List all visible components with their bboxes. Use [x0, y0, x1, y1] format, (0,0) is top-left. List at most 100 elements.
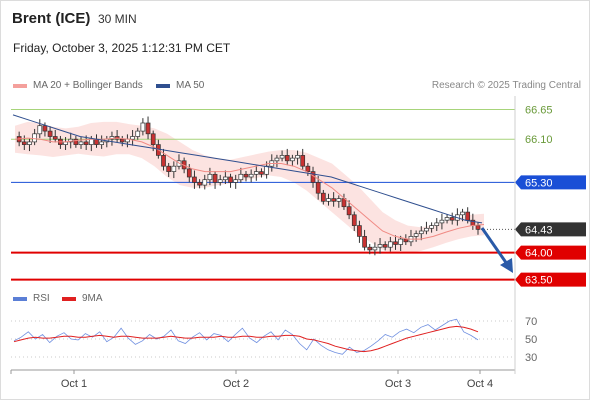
candle-body	[388, 241, 393, 248]
candle-body	[207, 173, 213, 181]
candle-body	[83, 141, 89, 145]
pivot-level-tag	[515, 175, 586, 190]
chart-datetime: Friday, October 3, 2025 1:12:31 PM CET	[13, 41, 231, 55]
candle-body	[130, 136, 135, 140]
candle-body	[27, 141, 32, 145]
candle-body	[382, 244, 388, 248]
legend-item-9ma: 9MA	[62, 293, 103, 304]
candle-body	[398, 238, 404, 245]
candle-body	[331, 198, 336, 202]
candle-body	[377, 244, 383, 248]
candle-body	[439, 219, 445, 224]
candle-body	[444, 217, 450, 221]
candle-body	[88, 138, 94, 145]
candle-body	[393, 241, 398, 245]
support-level-tag	[515, 272, 586, 287]
candle-body	[326, 198, 331, 202]
timeframe-label: 30 MIN	[98, 12, 137, 26]
candle-body	[73, 138, 79, 145]
research-credit: Research © 2025 Trading Central	[431, 80, 581, 91]
candle-body	[372, 246, 378, 251]
candle-body	[217, 179, 223, 183]
ma50-swatch	[156, 83, 170, 88]
candle-body	[223, 176, 228, 181]
ma20-swatch	[13, 83, 27, 88]
time-tick-label: Oct 4	[467, 378, 493, 390]
candle-body	[475, 225, 481, 230]
candle-body	[295, 155, 300, 159]
current-price-tag	[515, 222, 586, 237]
candle-body	[336, 198, 342, 202]
resistance-label: 66.10	[525, 134, 553, 146]
candle-body	[305, 165, 311, 172]
instrument-title: Brent (ICE)	[12, 10, 91, 27]
candle-body	[320, 192, 326, 202]
time-tick-label: Oct 3	[385, 378, 411, 390]
candle-body	[228, 176, 233, 183]
rsi-9ma-line	[13, 325, 479, 353]
candle-body	[300, 155, 306, 167]
candle-body	[78, 141, 84, 145]
time-tick-label: Oct 1	[61, 378, 87, 390]
candle-body	[290, 157, 295, 162]
ma20-line	[14, 137, 485, 240]
candle-body	[362, 236, 367, 248]
candle-body	[403, 238, 409, 243]
candle-body	[238, 173, 244, 181]
candle-body	[424, 227, 429, 232]
legend-label-rsi: RSI	[33, 293, 50, 304]
bollinger-band	[15, 121, 484, 253]
candle-body	[166, 165, 172, 172]
candle-body	[37, 125, 43, 135]
support-label: 63.50	[525, 275, 553, 287]
candle-body	[434, 222, 440, 226]
candle-body	[94, 138, 99, 145]
candle-body	[135, 130, 141, 137]
ma50-line	[12, 114, 483, 224]
legend-label-9ma: 9MA	[82, 293, 103, 304]
candle-body	[460, 211, 465, 216]
candle-body	[21, 141, 27, 145]
9ma-swatch	[62, 296, 76, 301]
forecast-arrow-head	[500, 258, 513, 273]
candle-body	[413, 233, 419, 237]
candle-body	[284, 155, 290, 162]
time-tick-label: Oct 2	[223, 378, 249, 390]
candle-body	[449, 217, 455, 221]
rsi-tick-label: 30	[525, 352, 537, 364]
candle-body	[429, 225, 434, 229]
candle-body	[202, 179, 208, 186]
rsi-tick-label: 50	[525, 334, 537, 346]
candle-body	[192, 176, 197, 183]
candle-body	[140, 122, 146, 132]
rsi-tick-label: 70	[525, 316, 537, 328]
support-label: 64.00	[525, 248, 553, 260]
rsi-swatch	[13, 296, 27, 301]
legend-item-ma20: MA 20 + Bollinger Bands	[13, 80, 143, 91]
candle-body	[259, 171, 264, 175]
candle-body	[99, 141, 104, 145]
candle-body	[465, 211, 471, 221]
candle-body	[248, 173, 254, 178]
candle-body	[32, 133, 37, 143]
candle-body	[279, 155, 285, 159]
forecast-arrow-shaft	[480, 227, 509, 265]
candle-body	[42, 125, 48, 132]
candle-body	[367, 246, 373, 251]
legend-item-ma50: MA 50	[156, 80, 204, 91]
candle-body	[274, 157, 280, 162]
resistance-label: 66.65	[525, 105, 553, 117]
candle-body	[197, 182, 202, 186]
candle-body	[52, 136, 58, 140]
candle-body	[119, 138, 125, 143]
current-price-label: 64.43	[525, 224, 553, 236]
candle-body	[233, 179, 239, 183]
candle-body	[186, 168, 192, 178]
candle-body	[150, 133, 156, 145]
pivot-label: 65.30	[525, 177, 553, 189]
candle-body	[161, 155, 166, 167]
candle-body	[418, 230, 424, 235]
support-level-tag	[515, 245, 586, 260]
candle-body	[357, 225, 362, 237]
